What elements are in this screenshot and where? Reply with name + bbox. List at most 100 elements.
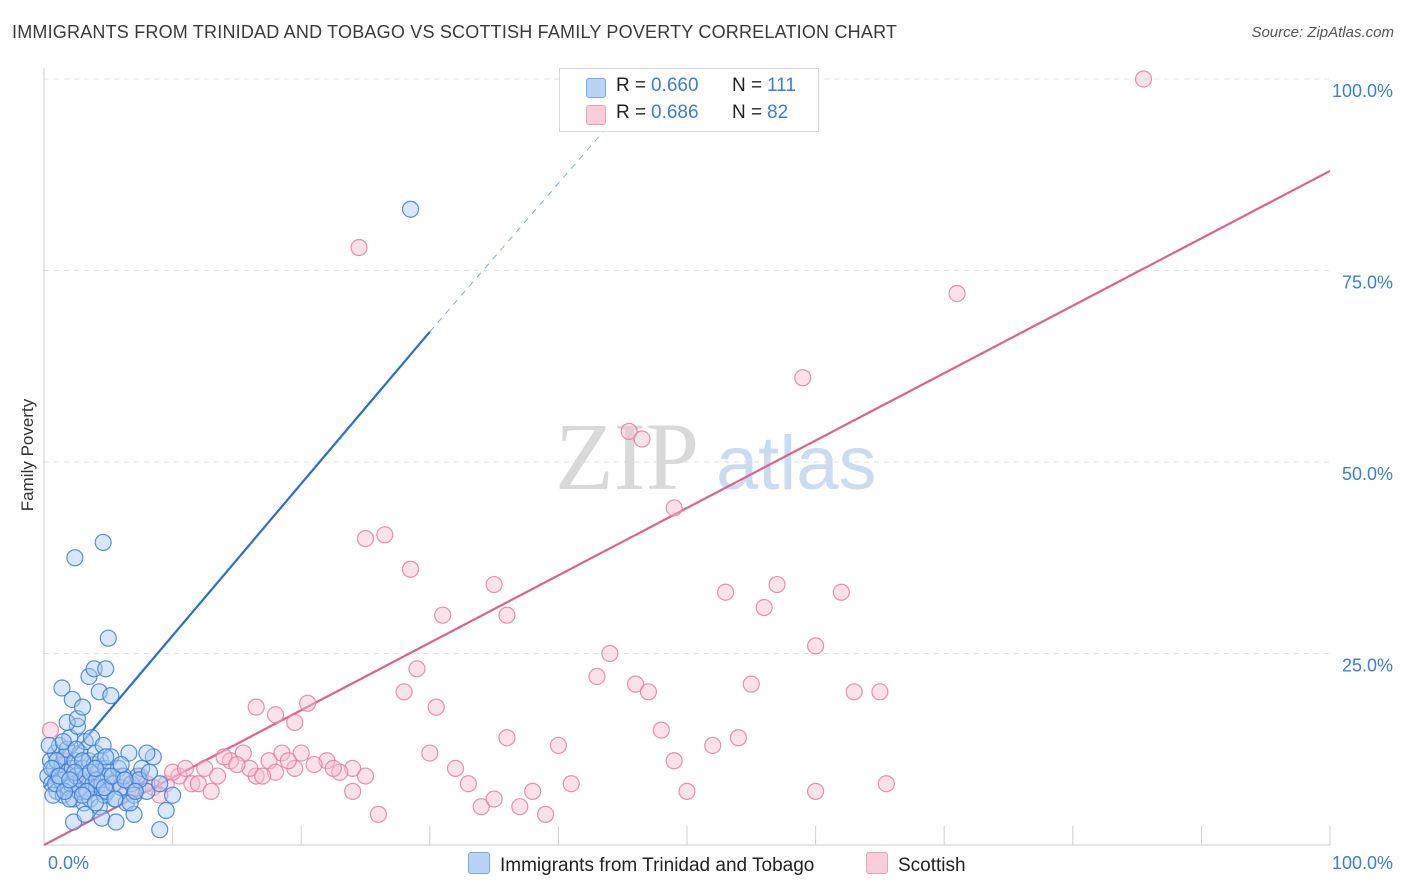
scottish-point	[427, 698, 445, 716]
scottish-point	[498, 606, 516, 624]
legend-r-value: 0.686	[651, 102, 699, 123]
trend-lines	[43, 93, 1331, 846]
trend-line-scottish	[43, 169, 1331, 846]
trinidad-point	[73, 698, 92, 716]
scottish-point	[305, 755, 323, 774]
scottish-point	[794, 369, 812, 387]
trinidad-point	[73, 786, 92, 804]
scottish-point	[446, 759, 465, 778]
scottish-point	[652, 721, 670, 739]
scottish-point	[1134, 70, 1153, 88]
scottish-point	[356, 529, 375, 548]
trinidad-point	[401, 200, 420, 218]
trend-line-trinidad-extension	[429, 93, 636, 333]
bottom-legend-label: Scottish	[898, 855, 966, 876]
legend-r-value: 0.660	[651, 75, 699, 96]
scottish-point	[369, 805, 387, 823]
trinidad-point	[99, 629, 117, 647]
watermark-atlas: atlas	[716, 421, 877, 506]
legend-n-value: 82	[767, 102, 789, 123]
legend-n-label: N =	[732, 102, 763, 123]
scottish-point	[266, 763, 285, 781]
bottom-legend-scottish: Scottish	[866, 852, 966, 877]
scottish-point	[183, 775, 201, 793]
legend-swatch-blue	[586, 78, 606, 98]
scottish-point	[189, 775, 207, 793]
trinidad-point	[86, 794, 105, 812]
chart-title: IMMIGRANTS FROM TRINIDAD AND TOBAGO VS S…	[12, 22, 898, 42]
scottish-point	[401, 560, 420, 578]
scottish-point	[344, 782, 362, 800]
scottish-point	[742, 675, 760, 693]
trinidad-point	[107, 813, 125, 831]
scottish-point	[286, 713, 304, 732]
scottish-point	[241, 759, 259, 778]
trinidad-point	[103, 767, 121, 785]
scottish-point	[806, 637, 825, 655]
scottish-point	[948, 284, 966, 303]
trend-line-trinidad	[43, 331, 431, 789]
scottish-point	[716, 583, 735, 601]
correlation-legend: R = 0.660 N = 111 R = 0.686 N = 82	[559, 68, 819, 132]
trinidad-point	[76, 805, 94, 823]
scottish-point	[665, 752, 683, 770]
trinidad-point	[93, 809, 111, 827]
scottish-point	[729, 729, 748, 747]
scottish-point	[202, 782, 220, 800]
legend-r-label: R =	[616, 75, 647, 96]
scottish-point	[164, 763, 182, 781]
scottish-point	[871, 683, 889, 701]
scottish-point	[395, 683, 413, 701]
scottish-point	[421, 744, 439, 762]
source-label: Source: ZipAtlas.com	[1251, 24, 1394, 41]
scottish-point	[639, 683, 658, 701]
trinidad-point	[116, 771, 134, 789]
scottish-point	[626, 675, 645, 693]
scottish-point	[324, 759, 342, 778]
scottish-point	[344, 759, 362, 778]
scottish-point	[806, 782, 825, 800]
scottish-point	[704, 736, 722, 755]
legend-n-value: 111	[767, 75, 796, 96]
scottish-point	[292, 744, 310, 762]
scottish-point	[562, 775, 580, 793]
scottish-point	[601, 644, 619, 663]
trinidad-point	[50, 767, 69, 785]
trinidad-point	[151, 775, 169, 793]
scottish-point	[633, 430, 651, 448]
scottish-point	[228, 755, 246, 774]
trinidad-point	[140, 763, 159, 781]
trinidad-point	[58, 713, 76, 732]
scottish-point	[408, 660, 426, 678]
scottish-point	[376, 526, 394, 544]
scottish-point	[254, 767, 272, 785]
scottish-point	[459, 775, 477, 793]
legend-r-label: R =	[616, 102, 647, 123]
scottish-point	[472, 798, 490, 816]
scottish-point	[350, 238, 368, 257]
trinidad-point	[86, 759, 105, 778]
scottish-point	[266, 706, 285, 724]
watermark: ZIP atlas	[555, 403, 877, 510]
trinidad-point	[94, 533, 112, 552]
y-tick-label: 50.0%	[1342, 464, 1393, 484]
scottish-point	[845, 683, 863, 701]
scottish-point	[356, 767, 375, 785]
scottish-point	[588, 667, 606, 686]
scottish-point	[215, 748, 233, 766]
scottish-point	[549, 736, 568, 755]
scottish-point	[755, 598, 773, 617]
scottish-point	[511, 798, 529, 816]
scottish-point	[768, 575, 786, 594]
trinidad-point	[53, 679, 71, 697]
trinidad-point	[164, 786, 182, 804]
scottish-point	[279, 752, 297, 770]
trinidad-point	[157, 801, 175, 820]
scottish-point	[678, 782, 696, 800]
scottish-point	[877, 775, 895, 793]
axes	[43, 68, 1331, 846]
trinidad-point	[54, 732, 72, 751]
trinidad-point	[151, 821, 169, 839]
trinidad-point	[66, 549, 84, 567]
scottish-point	[524, 782, 542, 800]
